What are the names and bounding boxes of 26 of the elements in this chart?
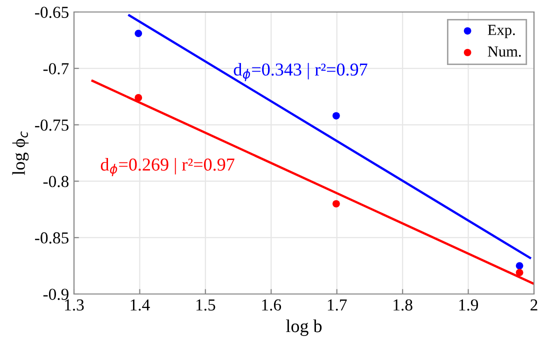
annotation: d$_{ϕ}$=0.343 | r²=0.97 [234,62,368,82]
annotation: d$_{ϕ}$=0.269 | r²=0.97 [100,158,234,176]
x-tick-label: 1.3 [65,299,84,311]
x-tick-label: 1.5 [196,299,216,311]
point [134,30,142,38]
x-axis-title: log b [286,320,322,336]
point [332,200,340,208]
point [332,112,340,120]
point [516,262,524,270]
legend-label: Num. [488,46,521,57]
point [516,268,524,276]
x-tick-label: 1.6 [262,299,282,311]
x-tick-label: 2 [530,299,538,310]
x-tick-label: 1.9 [459,299,478,311]
point [134,94,142,102]
x-tick-label: 1.7 [328,299,347,311]
y-tick-label: -0.65 [35,6,68,18]
y-tick-label: -0.75 [35,120,68,131]
y-tick-label: -0.7 [43,63,69,74]
y-tick-label: -0.8 [43,176,69,188]
legend-label: Exp. [488,24,515,38]
y-axis-title: log ϕ$_{c}$ [12,131,29,176]
y-tick-label: -0.9 [43,288,68,300]
x-tick-label: 1.4 [130,299,150,311]
x-tick-label: 1.8 [394,299,412,311]
y-tick-label: -0.85 [35,232,68,244]
